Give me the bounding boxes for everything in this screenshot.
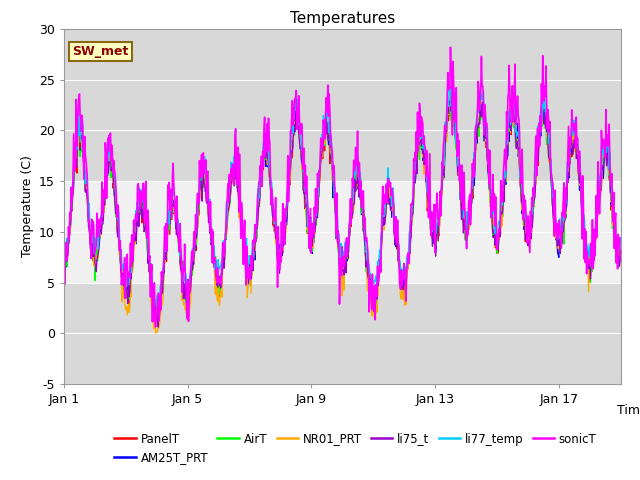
Legend: PanelT, AM25T_PRT, AirT, NR01_PRT, li75_t, li77_temp, sonicT: PanelT, AM25T_PRT, AirT, NR01_PRT, li75_…: [115, 432, 596, 465]
Text: SW_met: SW_met: [72, 45, 129, 58]
Y-axis label: Temperature (C): Temperature (C): [20, 156, 33, 257]
Bar: [64, 181, 621, 283]
X-axis label: Time: Time: [616, 404, 640, 417]
Title: Temperatures: Temperatures: [290, 11, 395, 26]
